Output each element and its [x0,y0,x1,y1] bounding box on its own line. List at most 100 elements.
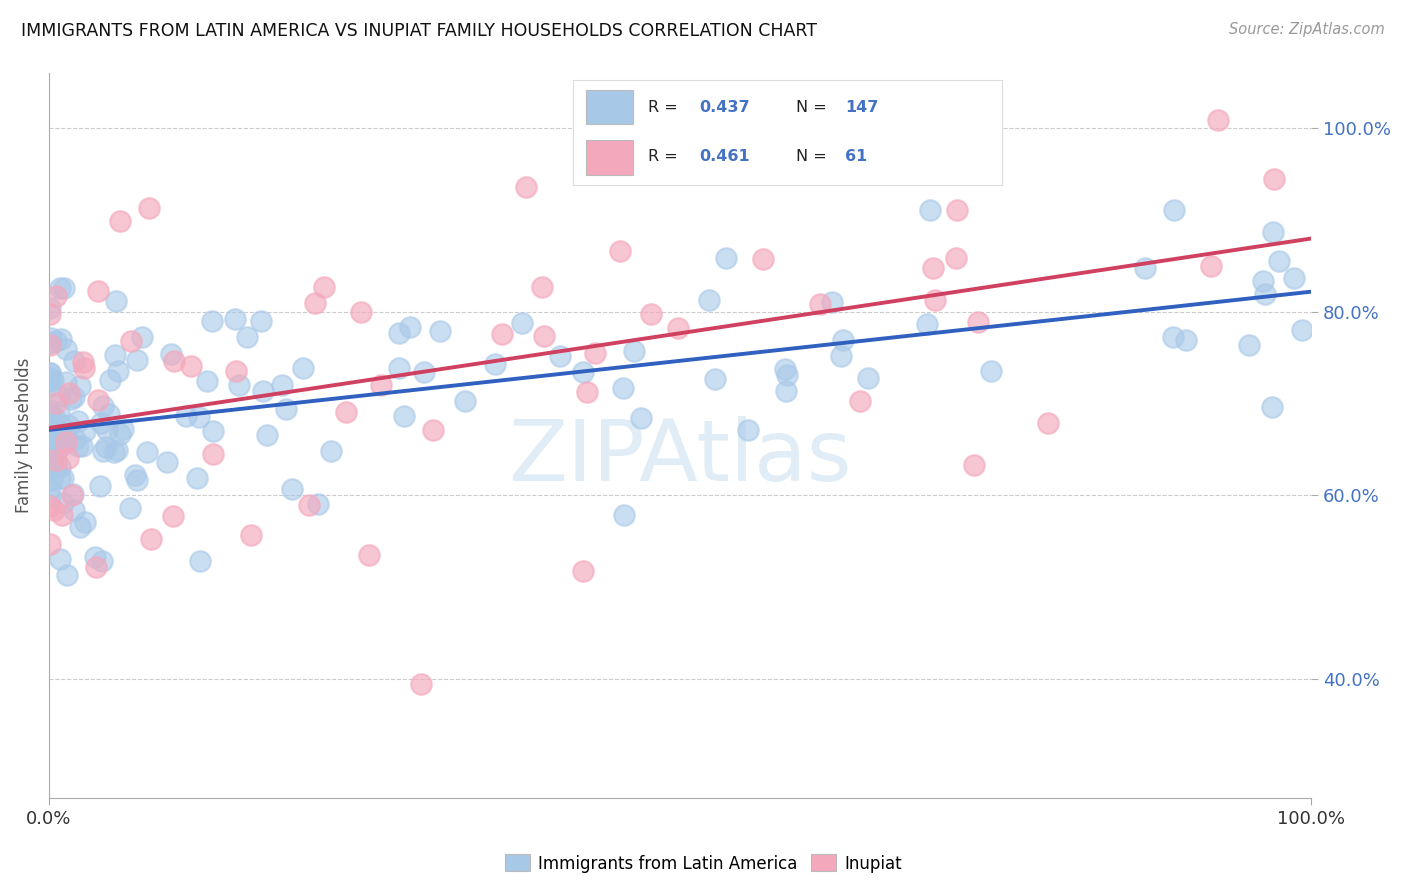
Point [630,411,652,425]
Point [980,364,1002,378]
Point [224,312,246,326]
Point [39,371,62,385]
Point [105,442,128,457]
Point [714,251,737,265]
Point [454,393,477,408]
Point [55,435,77,450]
Point [388,361,411,376]
Point [39,403,62,417]
Point [1282,271,1305,285]
Point [39,366,62,380]
Point [946,202,969,217]
Point [187,409,209,424]
Point [66,414,89,428]
Point [623,343,645,358]
Point [52,496,75,510]
Point [39,499,62,513]
Point [270,378,292,392]
Point [45,453,67,467]
Point [51,508,73,522]
Point [118,500,141,515]
Point [39,373,62,387]
Point [73,516,96,530]
Point [304,295,326,310]
Point [1161,330,1184,344]
Point [84,559,107,574]
Point [202,424,225,438]
Point [48,552,70,566]
Point [56,418,79,433]
Point [72,355,94,369]
Point [849,393,872,408]
Point [633,112,655,126]
Point [39,450,62,464]
Point [62,503,84,517]
Point [49,417,72,432]
Point [737,423,759,437]
Point [915,318,938,332]
Point [1263,226,1285,240]
Point [350,304,373,318]
Point [858,370,880,384]
Point [491,327,513,342]
Point [307,497,329,511]
Point [967,315,990,329]
Point [922,260,945,275]
Point [533,329,555,343]
Point [39,379,62,393]
Point [65,433,87,447]
Point [41,432,63,446]
Point [127,473,149,487]
Point [48,389,70,403]
Point [775,362,797,376]
Text: Source: ZipAtlas.com: Source: ZipAtlas.com [1229,22,1385,37]
Point [39,490,62,504]
Point [1206,112,1229,127]
Point [174,409,197,423]
Point [48,405,70,419]
Point [422,423,444,437]
Point [280,482,302,496]
Point [830,349,852,363]
Point [666,321,689,335]
Point [93,444,115,458]
Point [704,372,727,386]
Point [41,473,63,487]
Point [125,352,148,367]
Point [752,252,775,267]
Point [202,447,225,461]
Point [321,444,343,458]
Point [41,428,63,442]
Point [156,454,179,468]
Point [120,334,142,348]
Point [93,399,115,413]
Point [55,343,77,357]
Point [291,360,314,375]
Point [392,409,415,423]
Point [571,564,593,578]
Point [39,442,62,457]
Point [49,471,72,485]
Point [131,330,153,344]
Point [312,279,335,293]
Point [138,201,160,215]
Point [195,374,218,388]
Point [46,443,69,458]
Point [572,365,595,379]
Point [49,431,72,445]
Point [924,293,946,308]
Point [56,568,79,582]
Point [39,335,62,350]
Point [42,373,65,387]
Point [110,214,132,228]
Point [297,498,319,512]
Point [39,537,62,551]
Point [370,378,392,392]
Point [49,439,72,453]
Point [39,414,62,428]
Point [1263,172,1285,186]
Point [531,280,554,294]
Point [398,320,420,334]
Point [1291,322,1313,336]
Point [112,422,135,436]
